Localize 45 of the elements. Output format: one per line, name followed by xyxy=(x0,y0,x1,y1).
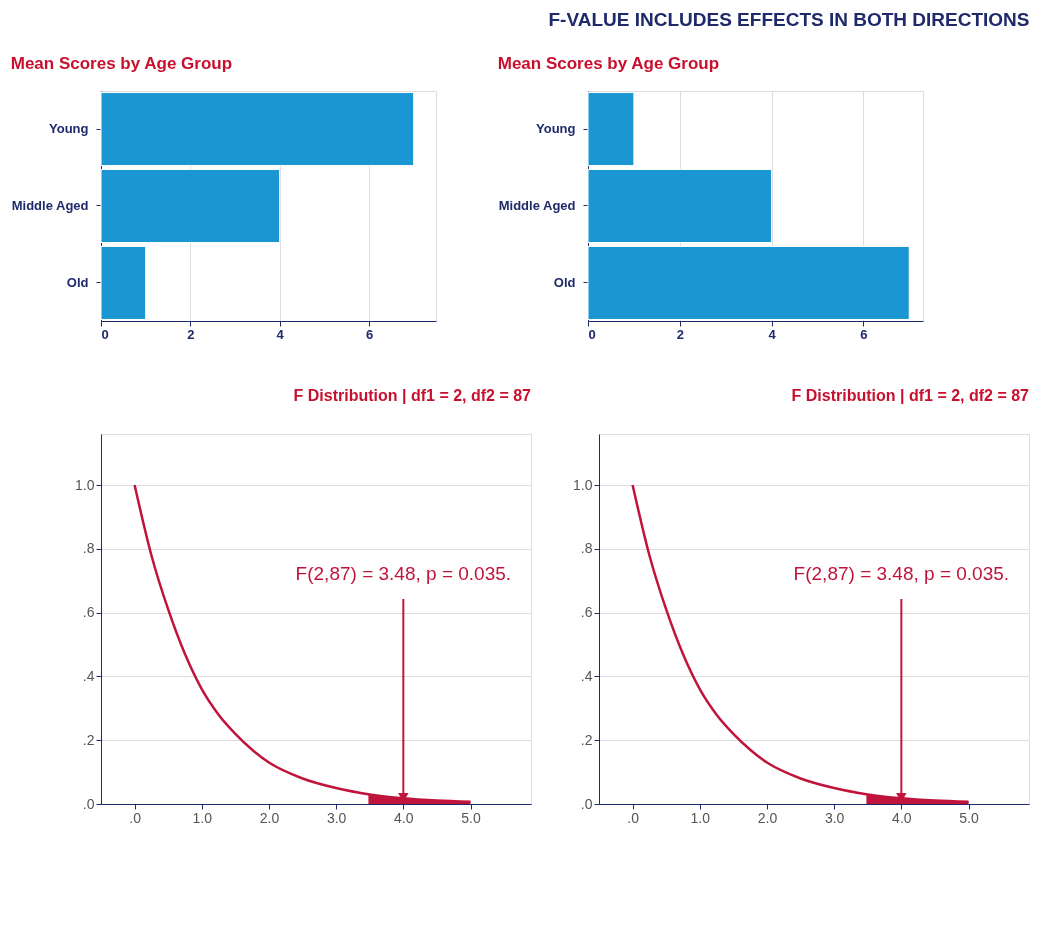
y-tick-label: .8 xyxy=(82,540,95,557)
x-tick-label: 5.0 xyxy=(461,809,481,826)
chart-title: Mean Scores by Age Group xyxy=(10,54,233,73)
chart-title: F Distribution | df1 = 2, df2 = 87 xyxy=(791,387,1030,404)
x-tick-label: 2.0 xyxy=(757,809,778,826)
y-tick-label: Middle Aged xyxy=(11,198,89,213)
x-tick-label: 4.0 xyxy=(394,809,414,826)
y-tick-label: .0 xyxy=(82,795,95,812)
y-tick-label: 1.0 xyxy=(573,476,593,493)
y-tick-label: .2 xyxy=(82,731,95,748)
y-tick-label: Old xyxy=(66,274,89,290)
y-tick-label: .2 xyxy=(580,731,593,748)
y-tick-label: Young xyxy=(49,121,89,137)
annotation: F(2,87) = 3.48, p = 0.035. xyxy=(295,563,512,584)
x-tick-label: .0 xyxy=(129,809,142,826)
y-tick-label: .6 xyxy=(580,604,593,621)
x-tick-label: 2 xyxy=(187,326,195,342)
y-tick-label: .0 xyxy=(580,795,593,812)
y-tick-label: .4 xyxy=(580,667,593,684)
y-tick-label: .8 xyxy=(580,540,593,557)
y-tick-label: Old xyxy=(553,274,576,290)
x-tick-label: 0 xyxy=(101,326,109,342)
y-tick-label: Young xyxy=(536,121,576,137)
y-tick-label: Middle Aged xyxy=(498,198,576,213)
x-tick-label: 1.0 xyxy=(690,809,711,826)
y-tick-label: .6 xyxy=(82,604,95,621)
x-tick-label: 2 xyxy=(676,326,684,342)
chart-title: F Distribution | df1 = 2, df2 = 87 xyxy=(293,387,532,404)
y-tick-label: 1.0 xyxy=(75,476,95,493)
x-tick-label: 6 xyxy=(860,326,868,342)
x-tick-label: 1.0 xyxy=(192,809,213,826)
x-tick-label: 2.0 xyxy=(259,809,280,826)
x-tick-label: .0 xyxy=(627,809,640,826)
x-tick-label: 6 xyxy=(365,326,374,342)
x-tick-label: 0 xyxy=(588,326,596,342)
chart-title: Mean Scores by Age Group xyxy=(497,54,720,73)
x-tick-label: 4 xyxy=(768,326,777,342)
x-tick-label: 4 xyxy=(276,326,285,342)
y-tick-label: .4 xyxy=(82,667,95,684)
x-tick-label: 5.0 xyxy=(959,809,979,826)
x-tick-label: 4.0 xyxy=(892,809,912,826)
x-tick-label: 3.0 xyxy=(824,809,845,826)
annotation: F(2,87) = 3.48, p = 0.035. xyxy=(793,563,1010,584)
text: F-VALUE INCLUDES EFFECTS IN BOTH DIRECTIONS xyxy=(548,8,1030,30)
x-tick-label: 3.0 xyxy=(326,809,347,826)
